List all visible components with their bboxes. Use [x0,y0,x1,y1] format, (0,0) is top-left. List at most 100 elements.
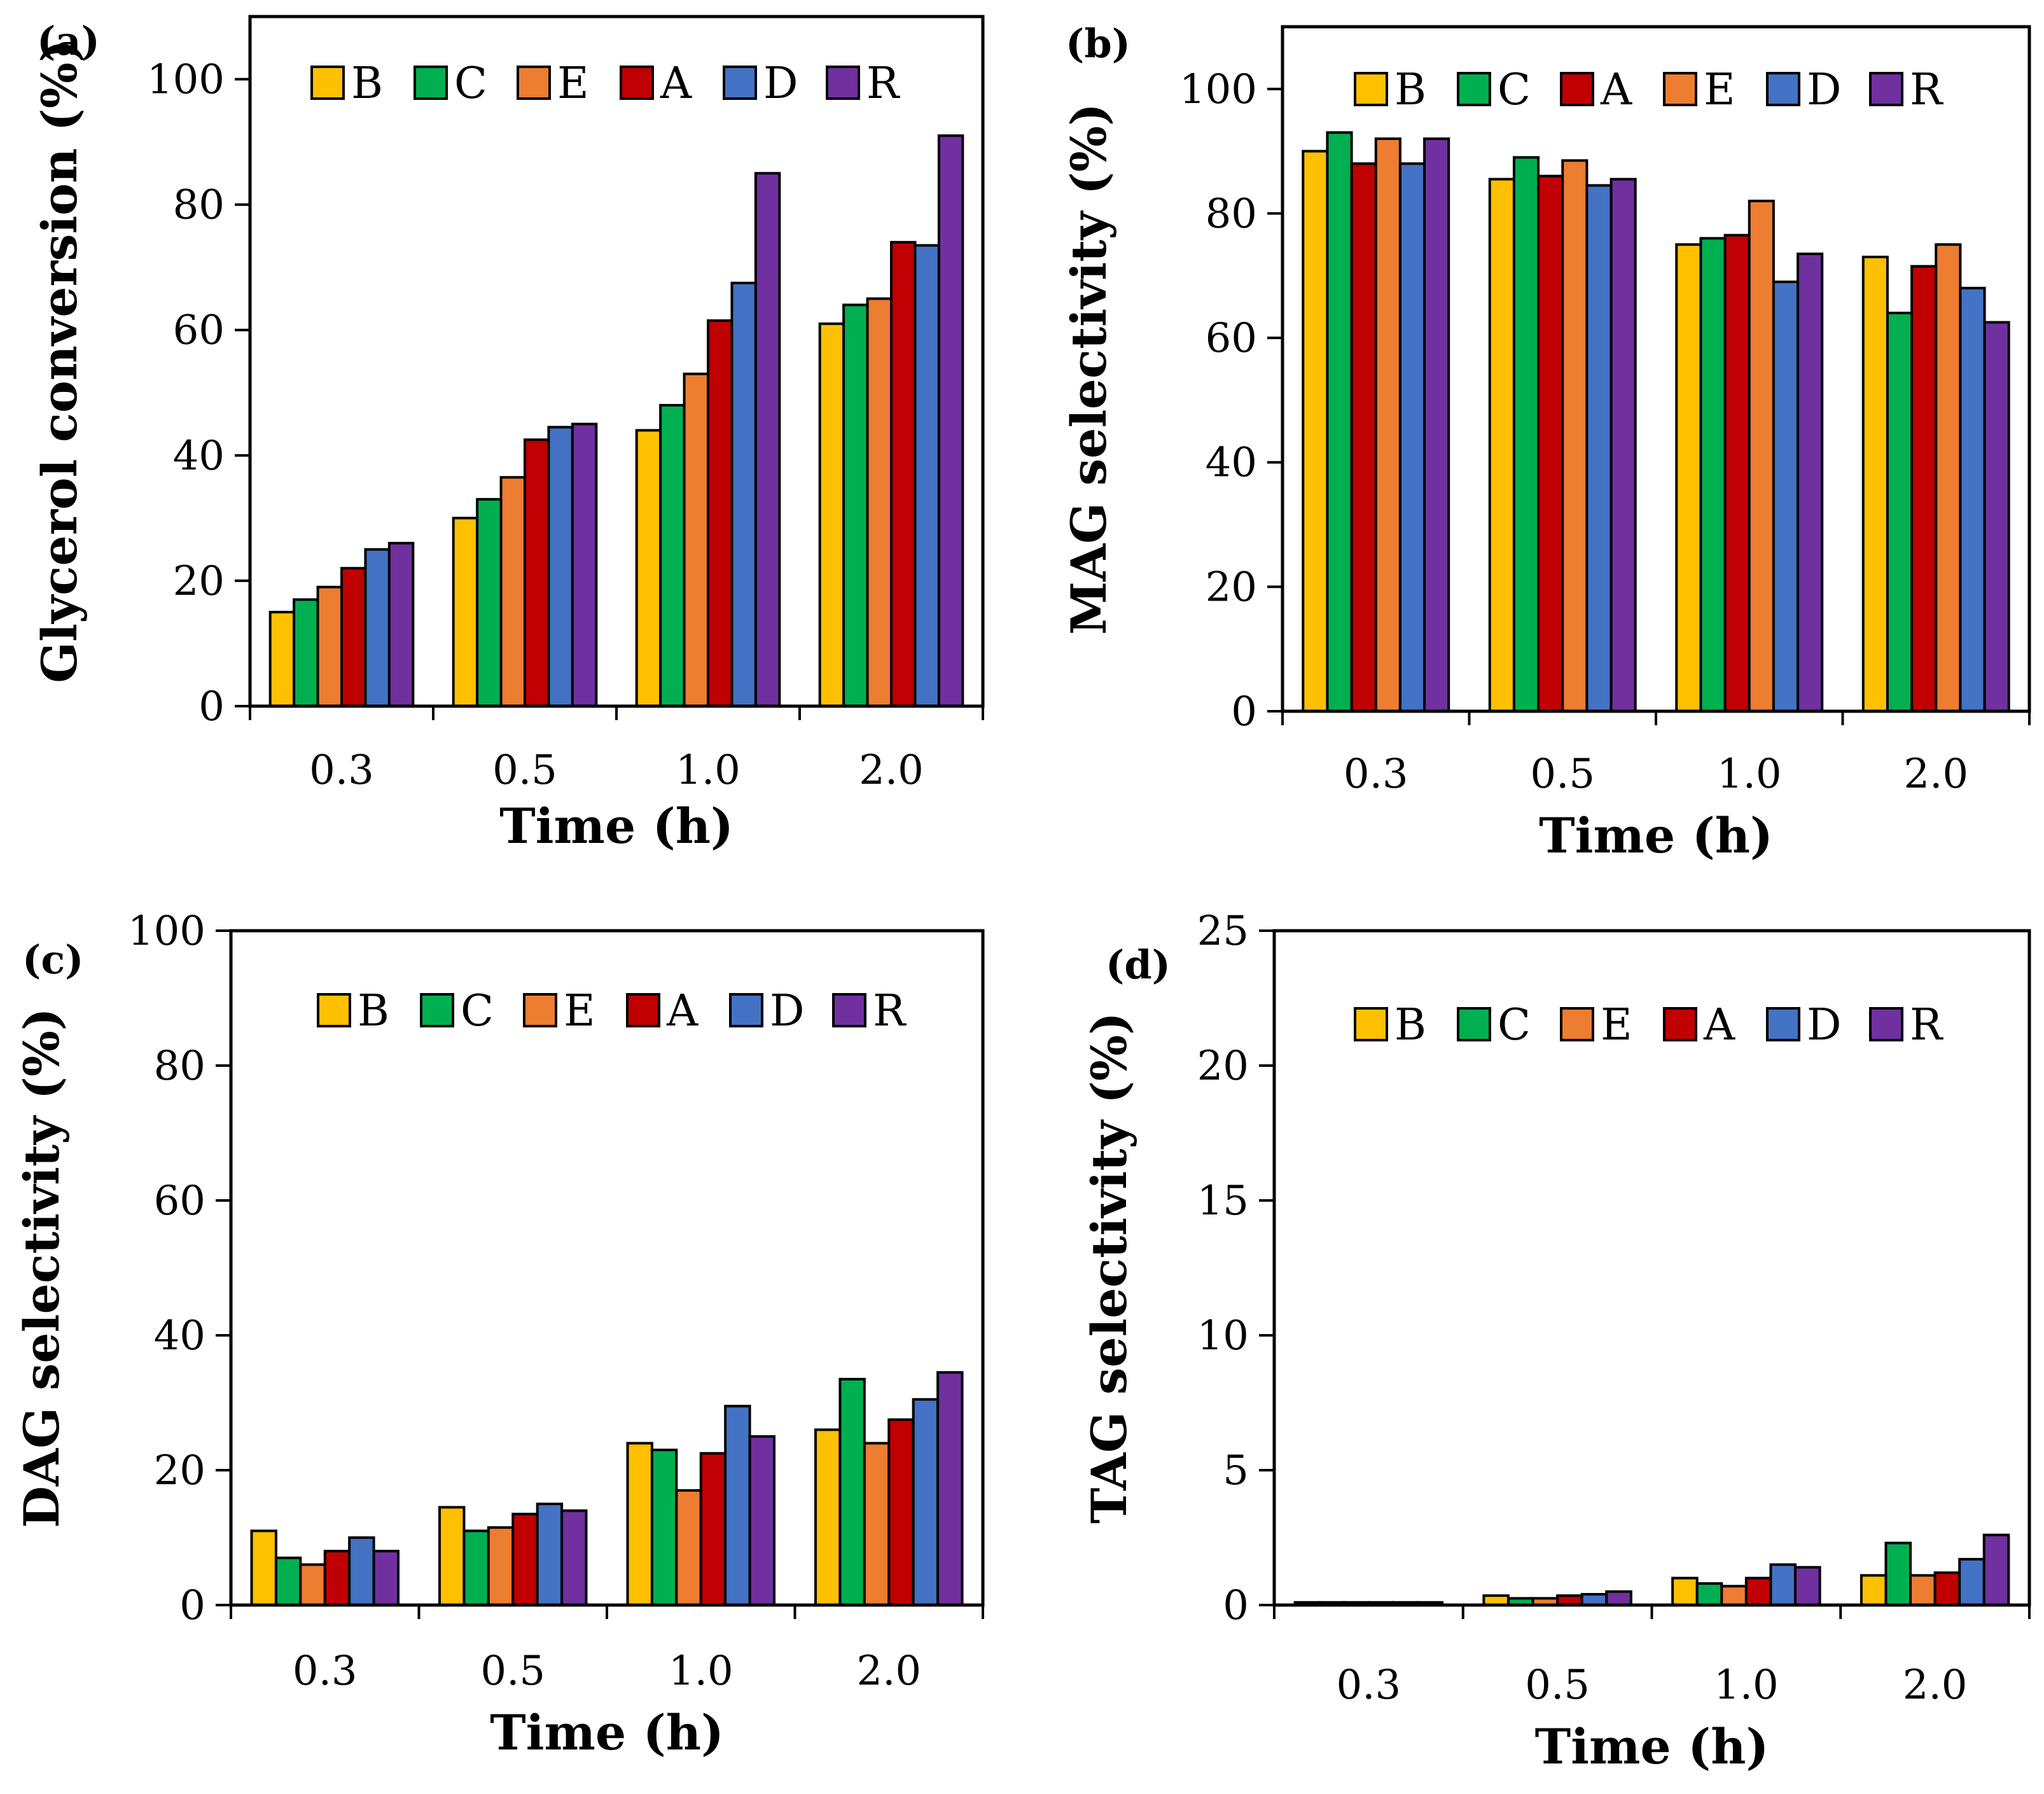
panel-c: 0 20 40 60 80 100 0.3 0.5 1.0 2.0 Time (h) DAG sele… [13,908,985,1761]
y-tick-label: 15 [1197,1178,1249,1225]
bar-E-2.0 [863,1442,891,1607]
bar-D-0.3 [364,548,391,707]
bars [1302,131,2010,713]
bar-A-0.3 [1350,162,1377,713]
bar-B-2.0 [814,1428,842,1606]
x-tick-label: 0.5 [1525,1662,1590,1709]
x-tick-label: 0.5 [1530,751,1595,798]
legend-label-D: D [1807,1000,1842,1050]
legend-label-B: B [358,986,389,1036]
y-tick-label: 20 [1197,1043,1249,1090]
bar-D-0.5 [547,426,574,707]
bar-E-0.5 [487,1526,515,1607]
bar-R-1.0 [1794,1566,1821,1606]
x-tick-label: 2.0 [1903,1662,1968,1709]
y-tick-label: 60 [1206,315,1257,362]
bar-D-2.0 [914,244,940,707]
bars [1293,1533,2010,1607]
y-tick-label: 80 [173,182,225,229]
legend-swatch-D [723,66,757,100]
legend-swatch-D [1766,72,1800,106]
x-axis-title: Time (h) [490,1704,724,1761]
y-tick-label: 40 [154,1312,205,1359]
y-tick-label: 0 [1231,688,1257,735]
x-tick-label: 0.5 [492,747,557,794]
legend-swatch-R [832,993,866,1027]
legend-label-E: E [564,986,595,1036]
legend-swatch-C [1457,72,1491,106]
y-tick-label: 20 [173,558,225,605]
y-tick-label: 100 [147,57,225,104]
bar-C-1.0 [1699,237,1727,713]
x-axis: 0.3 0.5 1.0 2.0 [1281,711,2031,798]
legend-swatch-A [1663,1007,1697,1041]
y-axis: 0 20 40 60 80 100 [147,57,250,730]
legend-label-B: B [1394,1000,1426,1050]
legend-label-D: D [770,986,805,1036]
bar-B-0.3 [268,611,296,707]
bar-R-1.0 [754,172,781,707]
y-tick-label: 5 [1223,1447,1249,1494]
legend-label-A: A [660,59,692,109]
bar-A-0.5 [1537,174,1564,713]
y-tick-label: 60 [173,307,225,354]
x-tick-label: 2.0 [856,1648,921,1695]
bar-C-0.3 [1326,131,1353,713]
y-tick-label: 80 [154,1043,205,1090]
bar-C-0.3 [274,1556,302,1607]
bar-E-0.5 [1561,159,1589,713]
y-tick-label: 40 [173,433,225,480]
bar-R-0.3 [1423,137,1450,713]
legend-swatch-E [523,993,557,1027]
bar-R-0.5 [560,1509,588,1607]
bar-A-2.0 [1933,1571,1961,1607]
y-axis-title: Glycerol conversion (%) [31,39,88,683]
legend-label-A: A [1600,65,1632,115]
y-tick-label: 20 [1206,564,1257,611]
bar-R-0.5 [571,422,598,708]
x-axis: 0.3 0.5 1.0 2.0 [1273,1605,2031,1709]
x-axis-title: Time (h) [499,798,733,854]
x-tick-label: 1.0 [1714,1662,1779,1709]
bar-E-1.0 [1720,1585,1748,1607]
bar-A-1.0 [699,1452,727,1606]
legend-label-D: D [1807,65,1842,115]
bar-D-1.0 [724,1405,751,1607]
legend-label-R: R [866,59,900,109]
legend-label-R: R [1910,65,1943,115]
bar-D-0.5 [1580,1593,1608,1607]
bar-B-0.3 [250,1529,277,1606]
bar-R-1.0 [748,1435,775,1606]
y-axis: 0 5 10 15 20 25 [1197,908,1274,1629]
bar-C-0.3 [293,598,319,707]
legend-swatch-B [1354,1007,1388,1041]
bar-B-1.0 [626,1442,653,1607]
legend-label-C: C [1498,1000,1531,1050]
legend-label-E: E [1704,65,1735,115]
bar-A-0.5 [511,1512,539,1606]
bar-R-2.0 [1983,321,2010,713]
bar-D-1.0 [1769,1563,1797,1606]
bars [250,1371,964,1607]
bar-D-0.3 [1398,162,1426,713]
legend-label-E: E [557,59,589,109]
panel-label: (a) [37,18,100,64]
bar-E-0.3 [299,1563,326,1606]
bar-D-0.3 [348,1536,375,1606]
legend-label-R: R [1910,1000,1943,1050]
bar-C-0.5 [476,497,503,707]
bar-B-0.3 [1302,150,1329,713]
x-axis: 0.3 0.5 1.0 2.0 [230,1605,984,1695]
x-tick-label: 0.3 [1344,751,1408,798]
y-tick-label: 0 [1223,1582,1249,1629]
legend-swatch-D [1766,1007,1800,1041]
y-axis-title: DAG selectivity (%) [13,1008,70,1528]
bar-D-2.0 [1958,1557,1985,1606]
x-tick-label: 2.0 [859,747,924,794]
y-tick-label: 20 [154,1447,205,1494]
bar-D-0.5 [536,1503,564,1606]
bar-C-2.0 [1886,311,1914,713]
